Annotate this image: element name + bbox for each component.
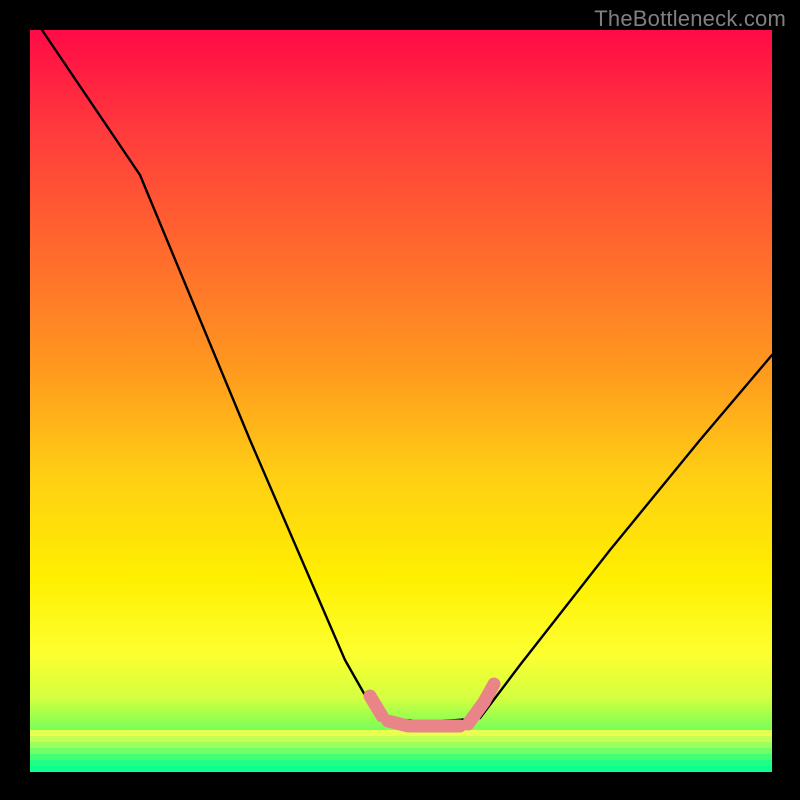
bottom-stripe bbox=[30, 754, 772, 760]
bottom-stripe bbox=[30, 742, 772, 748]
bottom-stripe bbox=[30, 766, 772, 772]
watermark-text: TheBottleneck.com bbox=[594, 6, 786, 32]
plot-background bbox=[30, 30, 772, 772]
bottom-stripe bbox=[30, 760, 772, 766]
bottom-stripe bbox=[30, 736, 772, 742]
bottom-stripe bbox=[30, 748, 772, 754]
